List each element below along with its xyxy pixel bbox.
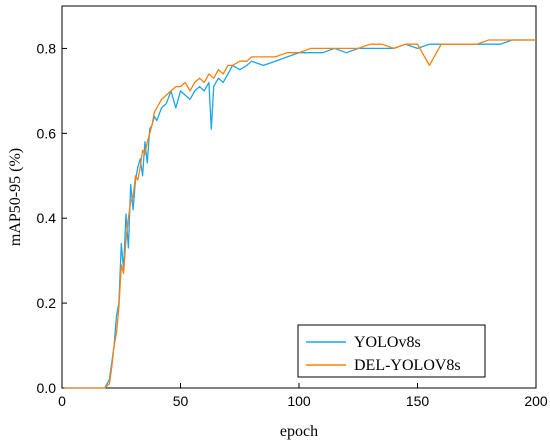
- y-tick-label: 0.2: [37, 295, 57, 311]
- legend-box: [297, 324, 486, 378]
- x-tick-label: 0: [58, 393, 66, 409]
- y-tick-label: 0.8: [37, 40, 57, 56]
- x-axis-title: epoch: [280, 423, 318, 440]
- x-tick-label: 50: [173, 393, 189, 409]
- y-axis-title: mAP50-95 (%): [7, 148, 24, 246]
- series-line-del-yolov8s: [64, 39, 536, 389]
- x-tick-label: 100: [287, 393, 311, 409]
- legend: YOLOv8s DEL-YOLOV8s: [297, 324, 486, 378]
- y-tick-label: 0.4: [37, 210, 57, 226]
- x-tick-label: 150: [406, 393, 430, 409]
- y-tick-label: 0.6: [37, 125, 57, 141]
- x-axis-ticks: 0 50 100 150 200: [58, 383, 548, 409]
- y-tick-label: 0.0: [37, 380, 57, 396]
- y-axis-ticks: 0.0 0.2 0.4 0.6 0.8: [37, 40, 67, 396]
- legend-label-yolov8s: YOLOv8s: [354, 334, 421, 351]
- series-lines: [64, 39, 536, 389]
- x-tick-label: 200: [524, 393, 548, 409]
- legend-label-del-yolov8s: DEL-YOLOV8s: [354, 357, 461, 374]
